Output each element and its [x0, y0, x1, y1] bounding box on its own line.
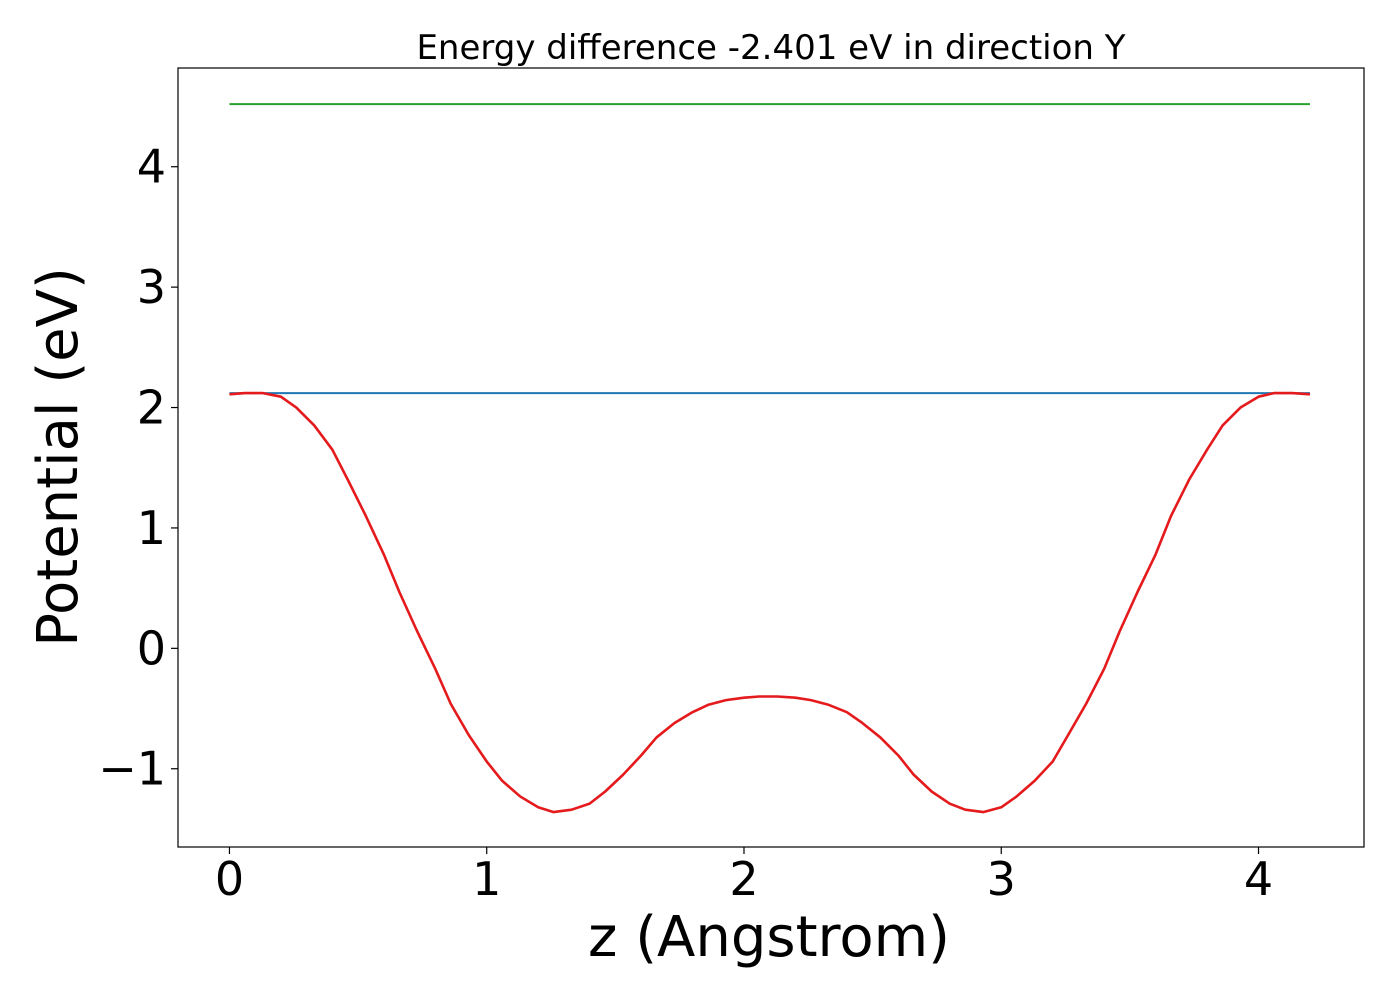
- series-line-2: [229, 391, 1311, 814]
- x-tick-label-0: 0: [215, 852, 244, 906]
- y-tick-label-4: 3: [137, 260, 166, 314]
- x-tick-label-1: 1: [472, 852, 501, 906]
- chart-title: Energy difference -2.401 eV in direction…: [416, 28, 1125, 68]
- x-axis-ticks: 0 1 2 3 4: [215, 847, 1273, 906]
- series-layer: [229, 103, 1311, 814]
- y-tick-label-1: 0: [137, 621, 166, 675]
- y-tick-label-0: −1: [98, 742, 166, 796]
- y-tick-label-3: 2: [137, 381, 166, 435]
- x-tick-label-4: 4: [1244, 852, 1273, 906]
- y-tick-label-2: 1: [137, 501, 166, 555]
- plot-frame: [177, 67, 1365, 848]
- y-axis-ticks: −1 0 1 2 3 4: [98, 140, 178, 796]
- x-tick-label-2: 2: [729, 852, 758, 906]
- y-axis-label: Potential (eV): [26, 267, 91, 647]
- x-tick-label-3: 3: [987, 852, 1016, 906]
- x-axis-label: z (Angstrom): [588, 905, 950, 970]
- y-tick-label-5: 4: [137, 140, 166, 194]
